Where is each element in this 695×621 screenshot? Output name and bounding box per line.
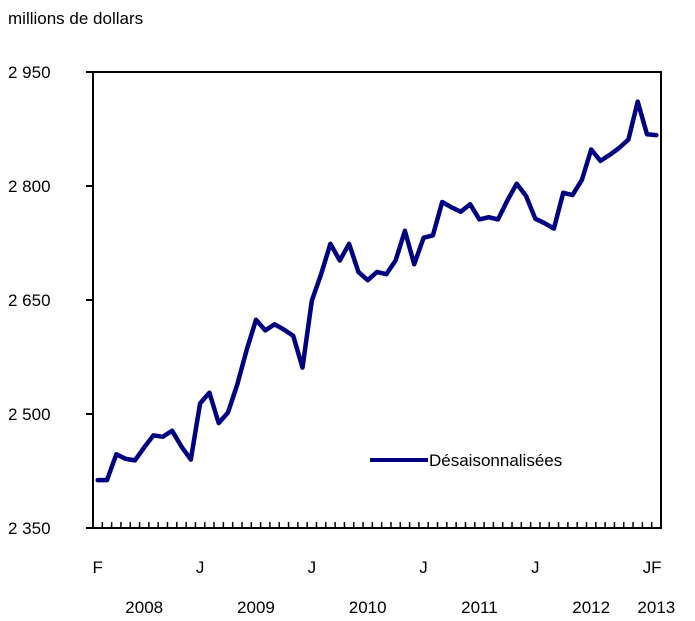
y-ticks: 2 350 2 500 2 650 2 800 2 950 (8, 63, 93, 538)
y-tick-label: 2 950 (8, 63, 51, 82)
series (95, 99, 659, 483)
x-year-label: 2008 (125, 598, 163, 617)
legend-label: Désaisonnalisées (429, 451, 562, 470)
x-year-label: 2009 (237, 598, 275, 617)
x-tick-label: J (419, 558, 428, 577)
y-tick-label: 2 800 (8, 177, 51, 196)
x-year-label: 2011 (461, 598, 498, 617)
x-tick-label: F (651, 558, 661, 577)
x-year-label: 2010 (349, 598, 387, 617)
y-tick-label: 2 350 (8, 519, 51, 538)
y-tick-label: 2 650 (8, 291, 51, 310)
x-year-label: 2012 (572, 598, 610, 617)
x-tick-label: F (92, 558, 102, 577)
legend: Désaisonnalisées (370, 451, 562, 470)
x-year-label: 2013 (637, 598, 675, 617)
x-tick-label: J (643, 558, 652, 577)
x-tick-label: J (308, 558, 317, 577)
x-tick-label: J (196, 558, 205, 577)
x-tick-label: J (531, 558, 540, 577)
y-tick-label: 2 500 (8, 405, 51, 424)
series-line (95, 99, 659, 483)
y-axis-label: millions de dollars (8, 9, 143, 28)
